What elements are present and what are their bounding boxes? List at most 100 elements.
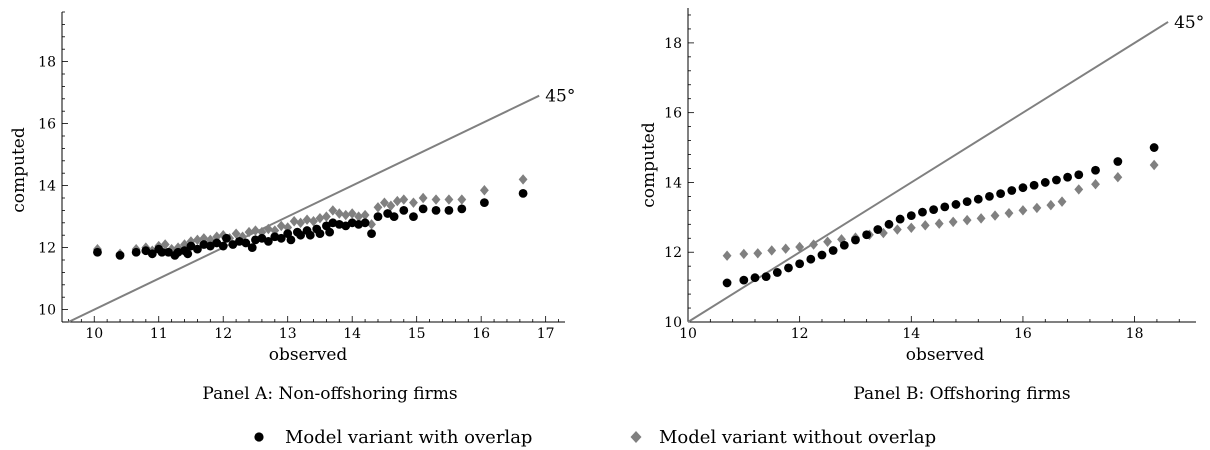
panel-a-point-with-overlap [389, 212, 399, 222]
panel-a-point-with-overlap [479, 198, 489, 208]
panel-a-x-tick-label: 10 [85, 326, 103, 342]
panel-a-point-without-overlap [457, 194, 467, 205]
panel-b-point-with-overlap [1149, 143, 1159, 152]
panel-b-point-without-overlap [1004, 207, 1014, 219]
panel-a-y-tick-label: 12 [38, 241, 56, 257]
panel-a-point-with-overlap [218, 241, 228, 251]
panel-b-point-with-overlap [1040, 178, 1050, 187]
panel-b-point-without-overlap [1046, 199, 1056, 211]
panel-a-point-with-overlap [399, 206, 409, 215]
panel-b-point-with-overlap [761, 272, 771, 282]
panel-a-point-without-overlap [341, 209, 351, 221]
panel-b-point-with-overlap [806, 254, 816, 264]
panel-a-point-without-overlap [309, 216, 318, 227]
panel-a-point-without-overlap [479, 185, 489, 196]
panel-b-y-tick-label: 16 [664, 106, 682, 122]
panel-a-point-without-overlap [160, 239, 170, 250]
panel-a-chart: 10 11 12 13 14 15 16 17 10 12 14 16 18 45° observed c… [9, 11, 575, 404]
panel-a-point-without-overlap [193, 234, 202, 246]
panel-a-point-without-overlap [334, 208, 344, 219]
panel-b-point-without-overlap [1113, 172, 1123, 183]
panel-a-y-tick-label: 10 [38, 303, 56, 319]
panel-a-point-without-overlap [399, 194, 409, 205]
panel-b-point-with-overlap [873, 225, 883, 234]
panel-a-x-tick-label: 14 [343, 326, 361, 342]
panel-a-point-with-overlap [373, 212, 383, 222]
panel-a-point-with-overlap [241, 238, 251, 248]
panel-b-point-with-overlap [951, 200, 961, 209]
panel-b-point-without-overlap [823, 236, 832, 247]
panel-b-point-with-overlap [750, 273, 760, 283]
panel-b-point-with-overlap [1007, 186, 1017, 195]
panel-b-point-with-overlap [1029, 180, 1039, 190]
panel-b-reference-line [687, 21, 1169, 323]
panel-a-point-with-overlap [286, 235, 296, 245]
panel-a-point-without-overlap [302, 214, 312, 225]
panel-a-point-without-overlap [205, 234, 215, 246]
panel-b-point-without-overlap [809, 239, 819, 250]
panel-a-y-tick-label: 18 [38, 55, 56, 71]
panel-b-point-without-overlap [753, 248, 763, 259]
panel-a-reference-line-label: 45° [545, 87, 575, 107]
panel-b-y-tick-label: 14 [664, 175, 682, 191]
panel-b-point-with-overlap [1113, 157, 1123, 166]
panel-a-point-with-overlap [457, 204, 467, 214]
panel-b-point-with-overlap [784, 263, 793, 273]
legend-diamond-marker [630, 431, 642, 443]
panel-a-point-without-overlap [409, 197, 418, 208]
panel-a-point-without-overlap [173, 242, 183, 253]
panel-b-point-with-overlap [940, 202, 950, 212]
panel-b-point-without-overlap [781, 243, 791, 254]
panel-b-point-with-overlap [1052, 175, 1061, 185]
panel-b-point-without-overlap [990, 210, 1000, 221]
panel-a-point-without-overlap [431, 194, 441, 205]
panel-b-point-without-overlap [1074, 184, 1084, 195]
panel-a-point-without-overlap [354, 211, 364, 222]
panel-a-point-without-overlap [238, 231, 247, 242]
panel-a-point-with-overlap [418, 204, 428, 214]
panel-b-point-without-overlap [934, 218, 944, 229]
panel-a-point-with-overlap [183, 249, 193, 259]
panel-a-point-without-overlap [373, 202, 383, 213]
panel-b-caption: Panel B: Offshoring firms [853, 384, 1070, 404]
panel-a-point-with-overlap [93, 247, 102, 257]
panel-b-x-tick-label: 16 [1014, 326, 1032, 342]
panel-b-point-with-overlap [973, 194, 983, 204]
panel-b-point-without-overlap [795, 241, 805, 253]
legend-circle-marker [254, 432, 264, 442]
panel-a-point-without-overlap [263, 223, 273, 235]
panel-b-plot-area: 10 12 14 16 18 10 12 14 16 18 45° [664, 8, 1204, 342]
panel-a-point-with-overlap [222, 233, 231, 243]
panel-b-chart: 10 12 14 16 18 10 12 14 16 18 45° observed compute… [639, 8, 1204, 404]
panel-a-point-without-overlap [360, 209, 370, 221]
panel-b-y-tick-label: 10 [664, 315, 682, 331]
panel-b-y-axis-label: computed [639, 122, 659, 208]
panel-b-point-without-overlap [1149, 159, 1159, 171]
panel-b-point-with-overlap [1074, 170, 1084, 180]
panel-b-point-without-overlap [722, 250, 732, 261]
panel-a-point-without-overlap [315, 212, 325, 224]
panel-b-point-with-overlap [851, 235, 860, 245]
panel-a-point-without-overlap [347, 208, 357, 219]
panel-b-point-without-overlap [962, 214, 972, 226]
panel-b-point-with-overlap [722, 278, 732, 288]
panel-a-point-without-overlap [386, 200, 396, 211]
panel-a-point-with-overlap [147, 249, 157, 259]
panel-a-point-with-overlap [315, 229, 325, 239]
panel-b-x-tick-label: 14 [902, 326, 920, 342]
panel-a-point-with-overlap [115, 250, 125, 260]
panel-b-y-tick-label: 12 [664, 245, 682, 261]
panel-b-point-with-overlap [929, 205, 939, 215]
panel-b-reference-line-label: 45° [1174, 13, 1204, 33]
panel-a-point-with-overlap [263, 237, 273, 246]
panel-b-point-without-overlap [1057, 196, 1067, 207]
panel-a-x-tick-label: 13 [279, 326, 297, 342]
panel-b-point-with-overlap [739, 275, 749, 285]
panel-a-point-with-overlap [305, 230, 315, 240]
legend-label-without-overlap: Model variant without overlap [659, 427, 936, 448]
panel-a-y-tick-label: 16 [38, 117, 56, 133]
panel-a-point-without-overlap [321, 211, 331, 222]
panel-a-point-with-overlap [367, 229, 376, 239]
panel-a-point-without-overlap [380, 197, 389, 208]
